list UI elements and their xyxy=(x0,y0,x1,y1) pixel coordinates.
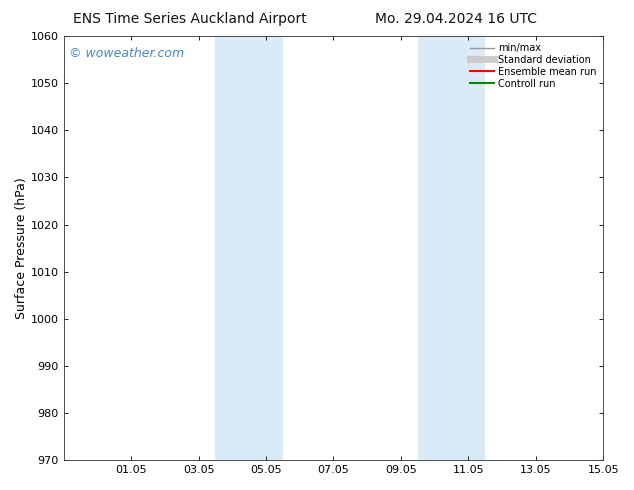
Y-axis label: Surface Pressure (hPa): Surface Pressure (hPa) xyxy=(15,177,28,319)
Text: Mo. 29.04.2024 16 UTC: Mo. 29.04.2024 16 UTC xyxy=(375,12,538,26)
Legend: min/max, Standard deviation, Ensemble mean run, Controll run: min/max, Standard deviation, Ensemble me… xyxy=(468,41,598,91)
Text: ENS Time Series Auckland Airport: ENS Time Series Auckland Airport xyxy=(74,12,307,26)
Bar xyxy=(418,36,485,460)
Text: © woweather.com: © woweather.com xyxy=(69,47,184,60)
Bar xyxy=(216,36,283,460)
